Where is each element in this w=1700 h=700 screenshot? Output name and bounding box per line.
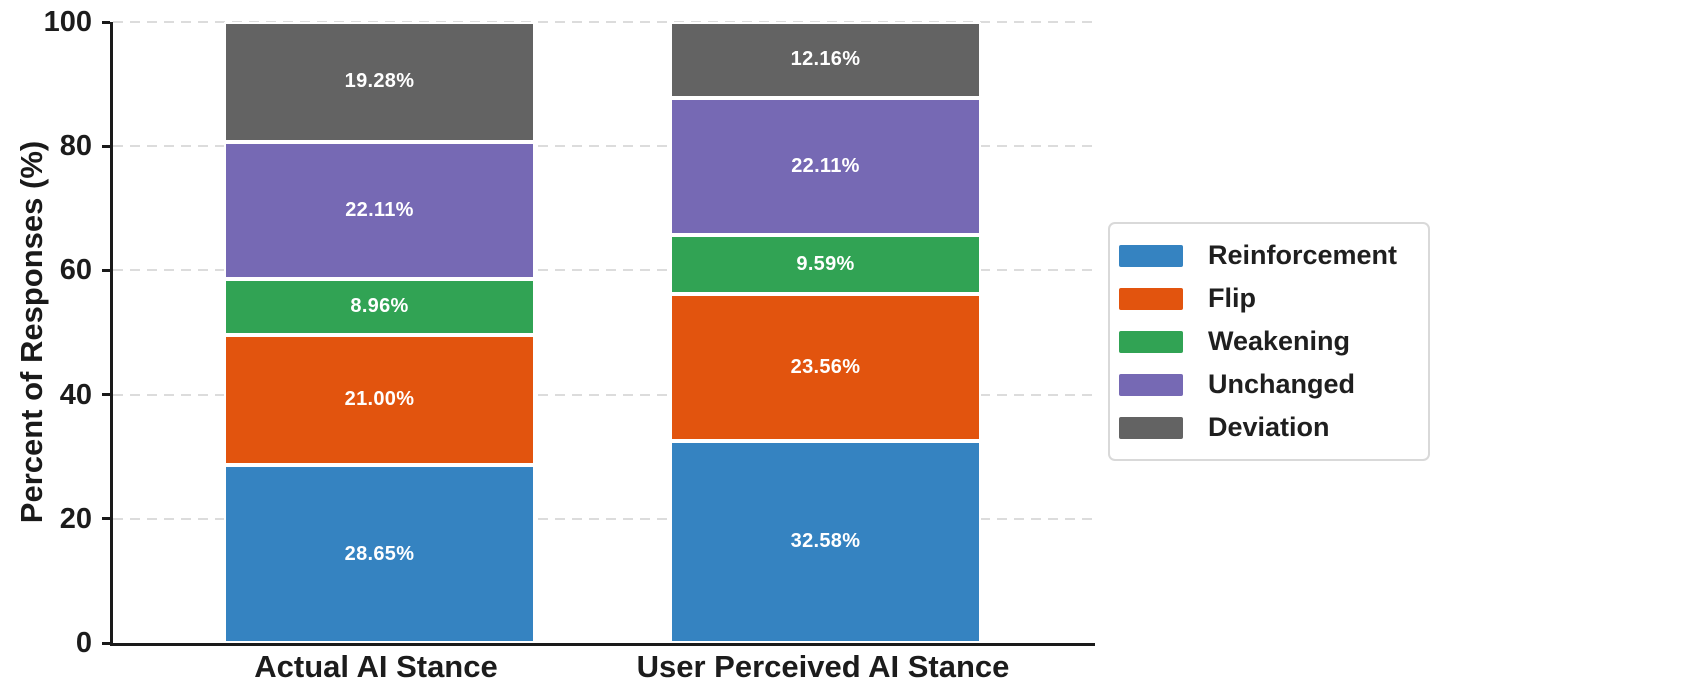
gridline (113, 393, 1095, 396)
bar-segment-value-label: 8.96% (350, 295, 409, 318)
y-tick-mark (102, 144, 110, 148)
legend-swatch (1119, 330, 1183, 353)
legend-item: Reinforcement (1119, 234, 1428, 277)
legend: Reinforcement Flip Weakening Unchanged Devia… (1108, 222, 1430, 461)
gridline (113, 517, 1095, 520)
legend-item-label: Unchanged (1208, 369, 1356, 399)
bar-segment-value-label: 22.11% (345, 198, 414, 221)
bar-segment-value-label: 28.65% (344, 542, 415, 565)
y-axis-title: Percent of Responses (%) (14, 140, 49, 524)
bar-segment-value-label: 9.59% (796, 253, 855, 276)
x-tick-label: Actual AI Stance (254, 649, 498, 684)
bar-segment: 23.56% (670, 294, 981, 441)
legend-item-label: Reinforcement (1208, 240, 1398, 270)
bar-segment-value-label: 12.16% (790, 48, 861, 71)
bar-segment: 19.28% (224, 22, 535, 142)
x-tick-label: User Perceived AI Stance (636, 649, 1010, 684)
legend-swatch (1119, 244, 1183, 267)
legend-item-label: Deviation (1208, 412, 1330, 442)
plot-area: 28.65% 21.00% 8.96% 22.11% 19.28% 32.58% 23.56… (110, 21, 1095, 646)
y-tick-label: 60 (59, 254, 92, 287)
bar-segment: 12.16% (670, 22, 981, 98)
gridline (113, 145, 1095, 148)
y-tick-label: 20 (59, 502, 92, 535)
bar-segment-value-label: 22.11% (791, 154, 860, 177)
y-tick-label: 0 (75, 627, 92, 659)
legend-item: Deviation (1119, 406, 1428, 449)
y-tick-mark (102, 393, 110, 397)
legend-item-label: Flip (1208, 283, 1256, 313)
legend-item: Flip (1119, 277, 1428, 320)
gridline (113, 21, 1095, 23)
legend-swatch (1119, 287, 1183, 310)
y-tick-label: 80 (59, 130, 92, 163)
y-tick-label: 40 (59, 378, 92, 411)
bar-segment-value-label: 23.56% (790, 356, 861, 379)
gridline (113, 269, 1095, 272)
y-tick-mark (102, 20, 110, 24)
bar-segment: 22.11% (670, 97, 981, 235)
y-tick-mark (102, 641, 110, 645)
bar-segment: 22.11% (224, 141, 535, 280)
bar-segment: 9.59% (670, 234, 981, 295)
legend-swatch (1119, 416, 1183, 439)
y-tick-label: 100 (43, 6, 92, 38)
bar-segment: 8.96% (224, 279, 535, 335)
bar-segment: 28.65% (224, 465, 535, 643)
bar-segment: 32.58% (670, 440, 981, 643)
legend-item-label: Weakening (1208, 326, 1351, 356)
y-tick-mark (102, 268, 110, 272)
stacked-bar: 28.65% 21.00% 8.96% 22.11% 19.28% (224, 22, 535, 643)
bar-segment-value-label: 19.28% (344, 70, 415, 93)
bar-segment: 21.00% (224, 334, 535, 466)
legend-item: Unchanged (1119, 363, 1428, 406)
legend-item: Weakening (1119, 320, 1428, 363)
bar-segment-value-label: 21.00% (344, 388, 415, 411)
bar-segment-value-label: 32.58% (790, 530, 861, 553)
stacked-bar: 32.58% 23.56% 9.59% 22.11% 12.16% (670, 22, 981, 643)
legend-swatch (1119, 373, 1183, 396)
y-tick-mark (102, 517, 110, 521)
